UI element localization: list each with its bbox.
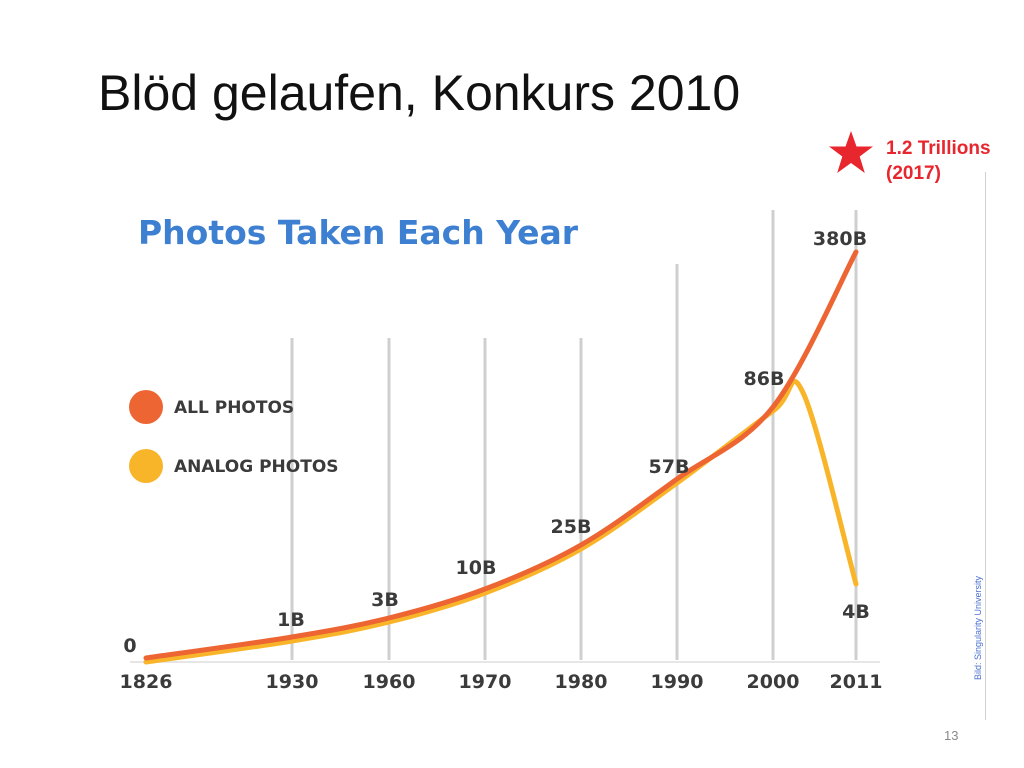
page-number: 13 [944, 728, 959, 743]
x-axis: 1826 1930 1960 1970 1980 1990 2000 2011 [120, 661, 883, 693]
slide-title: Blöd gelaufen, Konkurs 2010 [98, 65, 741, 121]
legend: ALL PHOTOS ANALOG PHOTOS [129, 390, 339, 483]
legend-label: ANALOG PHOTOS [174, 457, 339, 477]
legend-label: ALL PHOTOS [174, 398, 294, 418]
data-label: 380B [813, 228, 867, 250]
legend-swatch [129, 390, 163, 424]
grid-lines [290, 210, 858, 660]
x-tick-label: 1970 [459, 671, 512, 693]
data-label: 86B [744, 368, 785, 390]
x-tick-label: 2011 [830, 671, 883, 693]
star-icon [829, 131, 873, 173]
data-label: 25B [551, 516, 592, 538]
data-labels: 0 1B 3B 10B 25B 57B 86B 380B 4B [123, 228, 869, 657]
divider-line [985, 172, 986, 720]
trillions-annotation: 1.2 Trillions (2017) [828, 130, 1018, 190]
x-tick-label: 1990 [651, 671, 704, 693]
series-lines [143, 249, 859, 665]
data-label: 4B [842, 601, 870, 623]
series-analog-photos [143, 378, 859, 665]
x-tick-label: 1980 [555, 671, 608, 693]
chart-title: Photos Taken Each Year [138, 213, 579, 252]
data-label: 3B [371, 589, 399, 611]
x-tick-label: 1930 [266, 671, 319, 693]
legend-swatch [129, 449, 163, 483]
x-tick-label: 2000 [747, 671, 800, 693]
data-label: 1B [277, 609, 305, 631]
series-all-photos [143, 249, 859, 661]
x-tick-label: 1960 [363, 671, 416, 693]
data-label: 0 [123, 635, 136, 657]
annotation-value: 1.2 Trillions [886, 138, 991, 159]
data-label: 10B [456, 557, 497, 579]
x-tick-label: 1826 [120, 671, 173, 693]
annotation-year: (2017) [886, 163, 941, 184]
data-label: 57B [649, 456, 690, 478]
